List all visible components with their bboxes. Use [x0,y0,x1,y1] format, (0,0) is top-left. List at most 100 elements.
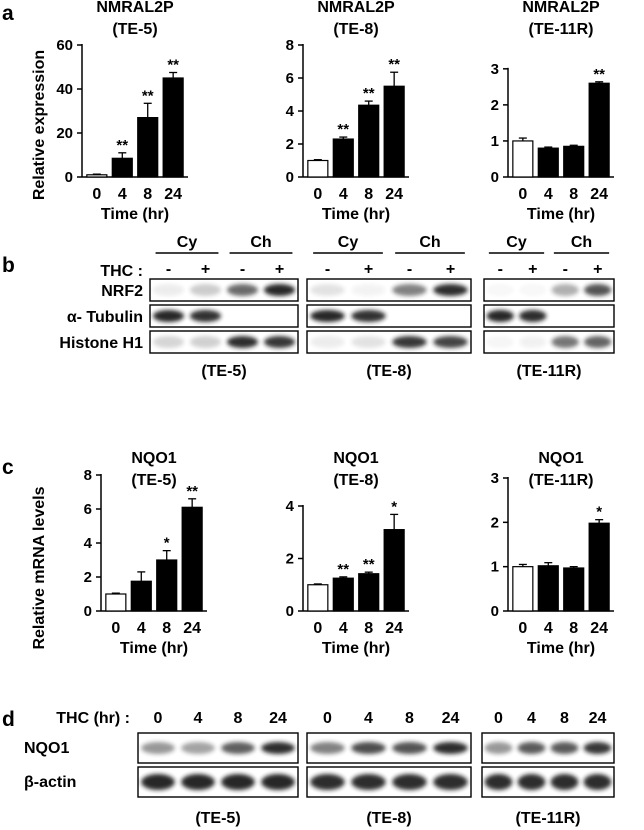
blot-band [551,336,579,348]
blot-d-row-label: NQO1 [24,740,69,757]
x-axis-label: Time (hr) [101,206,169,223]
y-tick-label: 2 [491,514,499,531]
significance-marker: ** [142,87,154,104]
blot-band [550,742,579,754]
x-tick-label: 0 [111,620,120,637]
blot-band [584,336,612,348]
blot-band [486,336,514,348]
blot-band [351,742,386,754]
blot-band [181,774,215,790]
chart-title-cell-line: (TE-11R) [529,472,594,489]
blot-band [263,336,296,348]
blot-band [310,336,345,348]
y-tick-label: 0 [286,169,294,186]
blot-band [141,742,175,754]
blot-d-timepoint: 8 [405,710,414,727]
blot-fraction-label: Ch [419,234,440,251]
blot-treatment-sign: + [275,261,284,278]
blot-treatment-sign: - [325,261,330,278]
significance-marker: ** [337,561,349,578]
bar [588,82,610,178]
blot-d-row-label: β-actin [24,774,76,791]
blot-frame [306,330,472,354]
y-tick-label: 20 [56,125,73,142]
chart-title-cell-line: (TE-5) [131,472,176,489]
bar [512,566,534,612]
chart-nmral2p-te5: NMRAL2P (TE-5) 0 20 40 60 0 ** 4 ** 8 ** 24 Time (hr) [56,0,188,223]
blot-band [392,742,427,754]
blot-d-timepoint: 4 [527,710,536,727]
blot-band [519,284,546,296]
blot-band [517,774,546,790]
significance-marker: ** [167,57,179,74]
blot-d-timepoint: 0 [323,710,332,727]
x-tick-label: 24 [590,620,608,637]
y-tick-label: 2 [286,551,294,568]
bar [307,584,329,612]
panel-letter-c: c [2,456,14,479]
chart-title-cell-line: (TE-5) [112,21,157,38]
bar [563,145,585,178]
blot-band [484,742,513,754]
blot-frame [483,304,615,328]
blot-fraction-label: Ch [250,234,271,251]
blot-frame [483,330,615,354]
blot-band [392,774,427,790]
x-tick-label: 8 [569,620,578,637]
blot-d-timepoint: 4 [194,710,203,727]
chart-title-cell-line: (TE-8) [333,472,378,489]
x-tick-label: 0 [518,620,527,637]
blot-band [392,284,427,296]
chart-c-ylabel: Relative mRNA levels [31,486,48,649]
bar [86,174,108,178]
y-tick-label: 6 [84,501,92,518]
blot-band [433,774,468,790]
blot-d-timepoint: 24 [269,710,287,727]
x-tick-label: 8 [162,620,171,637]
blot-d-cell-line-label: (TE-5) [195,810,240,827]
blot-band [152,284,185,296]
blot-band [189,310,222,322]
bar [111,157,133,178]
bar [162,77,184,178]
significance-marker: * [391,498,397,515]
bar [588,522,610,612]
blot-treatment-sign: + [364,261,373,278]
chart-title-gene: NMRAL2P [522,0,600,16]
blot-frame [149,304,299,328]
blot-fraction-label: Ch [571,234,592,251]
bar [512,140,534,178]
bar [332,577,354,612]
y-tick-label: 4 [286,103,295,120]
blot-band [310,284,345,296]
blot-band [487,284,514,296]
blot-d-timepoint: 4 [364,710,373,727]
y-tick-label: 1 [491,133,499,150]
blot-band [433,336,468,348]
blot-frame [306,304,472,328]
x-tick-label: 4 [339,620,348,637]
blot-band [486,310,514,322]
blot-treatment-sign: + [528,261,537,278]
x-axis-label: Time (hr) [120,640,188,657]
y-tick-label: 4 [286,498,295,515]
blot-band [550,774,579,790]
bar [537,565,559,612]
blot-band [189,284,222,296]
blot-d-treatment-label: THC (hr) : [56,710,130,727]
blot-band [351,774,386,790]
bar [130,580,152,612]
blot-band [263,284,296,296]
blot-row-label: α- Tubulin [67,309,143,326]
significance-marker: ** [116,137,128,154]
bar [358,573,380,612]
x-tick-label: 24 [385,620,403,637]
blot-band [189,336,222,348]
x-tick-label: 0 [313,186,322,203]
significance-marker: * [164,535,170,552]
blot-cell-line-label: (TE-5) [201,363,246,380]
